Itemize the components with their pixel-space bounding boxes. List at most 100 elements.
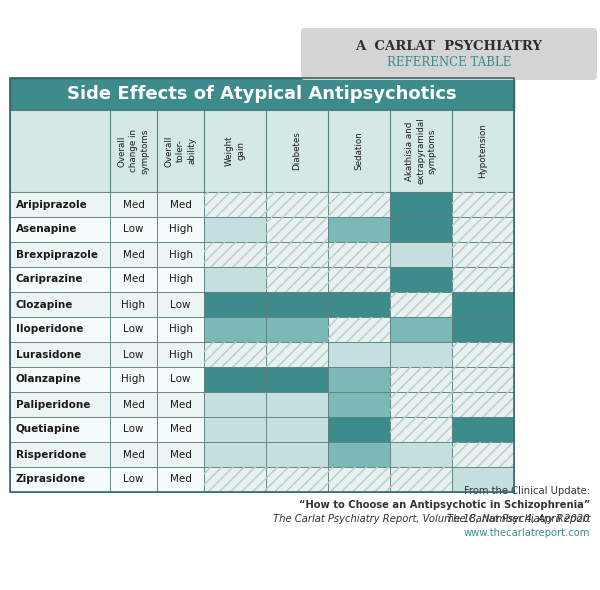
Bar [266, 342, 328, 367]
Text: Overall
toler-
ability: Overall toler- ability [165, 135, 196, 167]
Text: www.thecarlatreport.com: www.thecarlatreport.com [464, 528, 590, 538]
Bar [204, 217, 266, 242]
Text: Risperidone: Risperidone [16, 450, 86, 460]
Bar [204, 292, 266, 317]
Bar [266, 292, 328, 317]
Text: High: High [169, 274, 193, 284]
Bar [328, 242, 390, 267]
Text: Hypotension: Hypotension [479, 123, 487, 178]
Text: High: High [169, 349, 193, 359]
Bar [266, 467, 328, 492]
Bar [390, 442, 452, 467]
Bar [110, 342, 157, 367]
Text: Low: Low [123, 349, 144, 359]
Text: “How to Choose an Antipsychotic in Schizophrenia”: “How to Choose an Antipsychotic in Schiz… [299, 500, 590, 510]
Bar [10, 442, 110, 467]
Bar [390, 417, 452, 442]
Bar [328, 317, 390, 342]
Bar [266, 267, 328, 292]
Bar [204, 192, 266, 217]
Bar [110, 467, 157, 492]
Bar [452, 267, 514, 292]
Bar [452, 217, 514, 242]
Text: Low: Low [123, 424, 144, 434]
Bar [452, 467, 514, 492]
Bar [157, 467, 204, 492]
Bar [452, 292, 514, 317]
Bar [10, 217, 110, 242]
Bar [452, 192, 514, 217]
Bar [390, 467, 452, 492]
Bar [390, 467, 452, 492]
Bar [266, 242, 328, 267]
Text: Low: Low [123, 225, 144, 234]
Bar [452, 192, 514, 217]
Bar [452, 242, 514, 267]
Text: Brexpiprazole: Brexpiprazole [16, 250, 98, 260]
Bar [266, 317, 328, 342]
Text: Weight
gain: Weight gain [225, 136, 245, 166]
Text: Low: Low [123, 474, 144, 484]
Bar [390, 367, 452, 392]
Bar [10, 267, 110, 292]
Text: Cariprazine: Cariprazine [16, 274, 83, 284]
Bar [10, 292, 110, 317]
Text: Med: Med [122, 199, 145, 209]
Bar [452, 367, 514, 392]
Text: Iloperidone: Iloperidone [16, 324, 83, 335]
Bar [204, 467, 266, 492]
Bar [204, 442, 266, 467]
Text: Aripiprazole: Aripiprazole [16, 199, 88, 209]
Bar [157, 192, 204, 217]
Bar [10, 242, 110, 267]
Bar [266, 217, 328, 242]
Text: High: High [121, 375, 146, 385]
Bar [328, 192, 390, 217]
Bar [452, 392, 514, 417]
Text: From the Clinical Update:: From the Clinical Update: [464, 486, 590, 496]
Bar [266, 267, 328, 292]
Bar [204, 392, 266, 417]
Bar [328, 267, 390, 292]
Text: Med: Med [170, 450, 191, 460]
Bar [157, 367, 204, 392]
Text: Lurasidone: Lurasidone [16, 349, 81, 359]
Text: Akathisia and
extrapyramidal
symptoms: Akathisia and extrapyramidal symptoms [406, 117, 437, 184]
Text: Low: Low [123, 324, 144, 335]
Bar [110, 217, 157, 242]
Bar [157, 417, 204, 442]
Text: Side Effects of Atypical Antipsychotics: Side Effects of Atypical Antipsychotics [67, 85, 457, 103]
Bar [204, 242, 266, 267]
Bar [110, 392, 157, 417]
Text: Med: Med [170, 474, 191, 484]
Bar [110, 417, 157, 442]
Text: A  CARLAT  PSYCHIATRY: A CARLAT PSYCHIATRY [355, 40, 542, 53]
Text: Paliperidone: Paliperidone [16, 399, 91, 409]
Bar [266, 367, 328, 392]
Bar [452, 342, 514, 367]
Text: Med: Med [170, 399, 191, 409]
Bar [10, 110, 514, 192]
Bar [157, 342, 204, 367]
Text: High: High [169, 324, 193, 335]
Bar [110, 192, 157, 217]
Bar [204, 267, 266, 292]
Bar [10, 192, 110, 217]
Bar [10, 392, 110, 417]
Bar [328, 267, 390, 292]
Bar [328, 217, 390, 242]
Text: Med: Med [170, 199, 191, 209]
Text: Diabetes: Diabetes [293, 132, 302, 171]
Text: High: High [169, 250, 193, 260]
Bar [157, 242, 204, 267]
Text: Asenapine: Asenapine [16, 225, 77, 234]
Bar [328, 467, 390, 492]
Bar [328, 442, 390, 467]
Bar [452, 267, 514, 292]
Text: REFERENCE TABLE: REFERENCE TABLE [387, 55, 511, 68]
Bar [110, 292, 157, 317]
Text: Quetiapine: Quetiapine [16, 424, 80, 434]
Bar [204, 317, 266, 342]
Bar [390, 267, 452, 292]
Bar [452, 342, 514, 367]
